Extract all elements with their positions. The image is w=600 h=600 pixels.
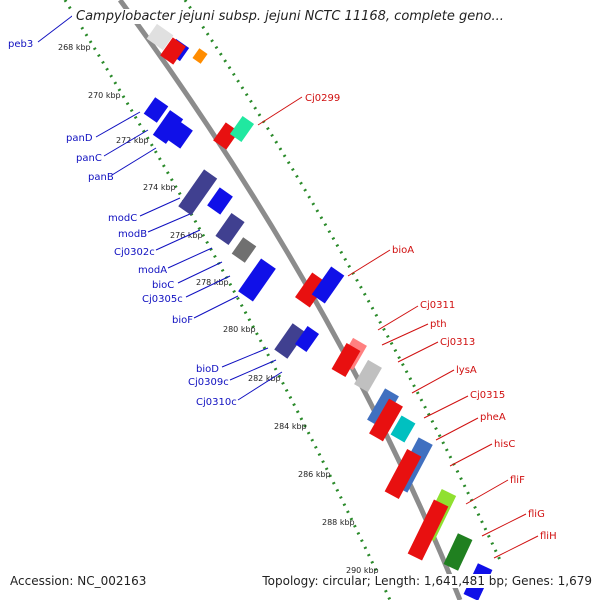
gene-label[interactable]: panC <box>76 153 102 164</box>
forward-gene-labels: Cj0299 bioA Cj0311 pth Cj0313 lysA Cj031… <box>257 93 557 559</box>
gene-label[interactable]: hisC <box>494 439 515 450</box>
gene-label[interactable]: bioC <box>152 280 174 291</box>
gene-label[interactable]: Cj0302c <box>114 247 155 258</box>
inner-tick-ring <box>63 0 392 600</box>
gene-block[interactable] <box>390 415 416 443</box>
gene-label[interactable]: Cj0299 <box>305 93 340 104</box>
gene-label[interactable]: modA <box>138 265 167 276</box>
kbp-label: 276 kbp <box>170 231 203 240</box>
gene-label[interactable]: pheA <box>480 412 506 423</box>
gene-block[interactable] <box>295 272 327 308</box>
gene-label[interactable]: panB <box>88 172 114 183</box>
gene-label[interactable]: lysA <box>456 365 477 376</box>
reverse-strand-genes <box>143 23 320 359</box>
map-title: Campylobacter jejuni subsp. jejuni NCTC … <box>72 9 508 24</box>
gene-block[interactable] <box>311 266 345 304</box>
kbp-label: 268 kbp <box>58 43 91 52</box>
gene-block[interactable] <box>407 499 449 561</box>
gene-label[interactable]: modC <box>108 213 137 224</box>
gene-label[interactable]: fliF <box>510 475 525 486</box>
gene-label[interactable]: Cj0310c <box>196 397 237 408</box>
gene-block[interactable] <box>215 212 245 246</box>
gene-block[interactable] <box>192 48 208 64</box>
gene-block[interactable] <box>146 23 174 51</box>
kbp-label: 282 kbp <box>248 374 281 383</box>
gene-block[interactable] <box>238 258 276 302</box>
gene-label[interactable]: bioD <box>196 364 219 375</box>
gene-block[interactable] <box>369 398 403 442</box>
kbp-label: 280 kbp <box>223 325 256 334</box>
gene-block[interactable] <box>331 343 361 377</box>
gene-block[interactable] <box>367 388 399 428</box>
gene-label[interactable]: bioA <box>392 245 414 256</box>
gene-block[interactable] <box>143 97 169 123</box>
forward-strand-genes <box>160 37 493 600</box>
gene-block[interactable] <box>274 323 306 359</box>
gene-label[interactable]: panD <box>66 133 93 144</box>
kbp-label: 270 kbp <box>88 91 121 100</box>
gene-label[interactable]: bioF <box>172 315 193 326</box>
gene-block[interactable] <box>384 449 422 499</box>
kbp-label: 272 kbp <box>116 136 149 145</box>
gene-block[interactable] <box>354 359 382 393</box>
gene-label[interactable]: Cj0305c <box>142 294 183 305</box>
topology-summary: Topology: circular; Length: 1,641,481 bp… <box>262 574 592 588</box>
gene-label[interactable]: Cj0315 <box>470 390 505 401</box>
gene-block[interactable] <box>213 122 239 150</box>
gene-block[interactable] <box>160 37 186 65</box>
gene-label[interactable]: modB <box>118 229 147 240</box>
outer-tick-ring <box>183 0 502 561</box>
kbp-labels: 268 kbp 270 kbp 272 kbp 274 kbp 276 kbp … <box>58 43 379 575</box>
gene-label[interactable]: peb3 <box>8 39 33 50</box>
gene-block[interactable] <box>229 115 255 143</box>
gene-label[interactable]: pth <box>430 319 447 330</box>
gene-block[interactable] <box>294 325 320 353</box>
gene-block[interactable] <box>167 121 193 149</box>
gene-block[interactable] <box>207 187 233 215</box>
accession-label: Accession: NC_002163 <box>10 574 147 588</box>
gene-block[interactable] <box>231 237 257 263</box>
gene-label[interactable]: Cj0313 <box>440 337 475 348</box>
gene-label[interactable]: fliH <box>540 531 557 542</box>
gene-label[interactable]: Cj0311 <box>420 300 455 311</box>
kbp-label: 284 kbp <box>274 422 307 431</box>
gene-label[interactable]: fliG <box>528 509 545 520</box>
gene-block[interactable] <box>443 533 473 571</box>
kbp-label: 278 kbp <box>196 278 229 287</box>
gene-block[interactable] <box>178 169 218 216</box>
gene-label[interactable]: Cj0309c <box>188 377 229 388</box>
kbp-label: 286 kbp <box>298 470 331 479</box>
gene-block[interactable] <box>152 110 184 144</box>
kbp-label: 288 kbp <box>322 518 355 527</box>
reverse-gene-labels: peb3 panD panC panB modC modB Cj0302c mo… <box>8 9 283 408</box>
kbp-label: 290 kbp <box>346 566 379 575</box>
kbp-label: 274 kbp <box>143 183 176 192</box>
